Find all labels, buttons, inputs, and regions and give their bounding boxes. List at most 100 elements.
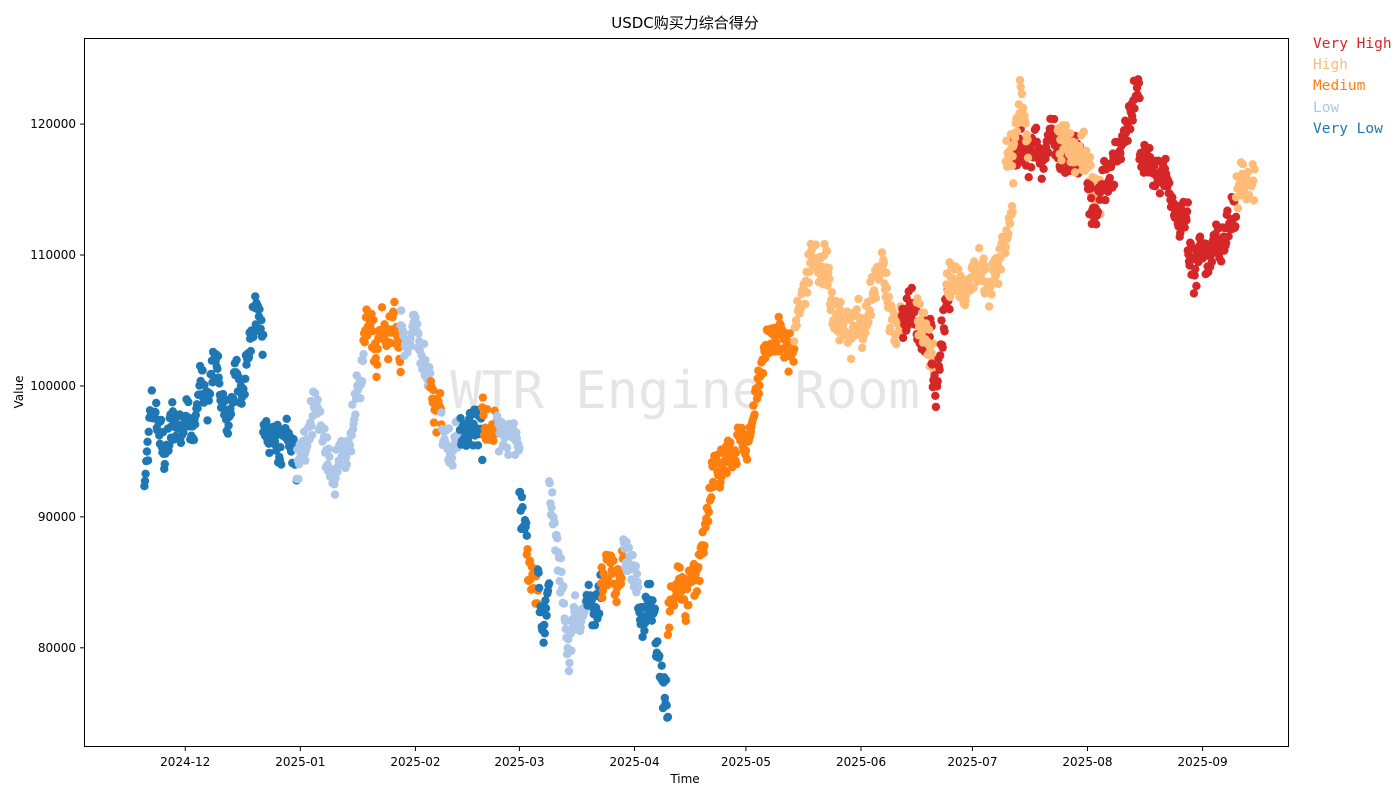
data-point bbox=[399, 328, 408, 337]
data-point bbox=[929, 339, 938, 348]
data-point bbox=[395, 357, 405, 367]
data-point bbox=[356, 394, 365, 403]
data-point bbox=[1061, 121, 1071, 130]
data-point bbox=[414, 329, 423, 338]
data-point bbox=[864, 318, 873, 327]
data-point bbox=[143, 437, 152, 446]
data-point bbox=[556, 554, 566, 563]
data-point bbox=[595, 609, 604, 618]
data-point bbox=[534, 568, 543, 577]
data-point bbox=[544, 579, 554, 588]
data-point bbox=[502, 443, 512, 452]
data-point bbox=[570, 591, 580, 600]
data-point bbox=[898, 333, 908, 343]
data-point bbox=[478, 393, 488, 402]
legend-label: Low bbox=[1313, 99, 1340, 116]
data-point bbox=[935, 365, 944, 374]
data-point bbox=[251, 292, 260, 301]
data-point bbox=[541, 604, 551, 613]
data-point bbox=[811, 240, 820, 249]
data-point bbox=[240, 390, 249, 399]
data-point bbox=[151, 408, 160, 417]
data-point bbox=[273, 420, 282, 430]
data-point bbox=[885, 323, 895, 332]
data-point bbox=[609, 556, 618, 565]
data-point bbox=[557, 567, 566, 577]
data-point bbox=[845, 315, 855, 324]
data-point bbox=[928, 360, 937, 369]
data-point bbox=[437, 408, 446, 417]
data-point bbox=[152, 398, 161, 408]
data-point bbox=[373, 344, 382, 354]
data-point bbox=[322, 433, 332, 442]
data-point bbox=[359, 350, 368, 359]
data-point bbox=[933, 377, 942, 386]
data-point bbox=[888, 306, 897, 315]
data-point bbox=[1087, 193, 1096, 203]
data-point bbox=[617, 573, 626, 583]
data-point bbox=[877, 248, 887, 257]
data-point bbox=[694, 562, 703, 572]
data-point bbox=[803, 288, 812, 297]
x-tick-label: 2024-12 bbox=[160, 755, 210, 769]
data-point bbox=[1079, 127, 1089, 136]
data-point bbox=[984, 302, 994, 311]
data-point bbox=[548, 488, 557, 497]
data-point bbox=[198, 366, 207, 375]
data-point bbox=[969, 283, 978, 293]
data-point bbox=[371, 354, 380, 363]
data-point bbox=[397, 306, 406, 315]
legend-item-very-high: Very High bbox=[1313, 34, 1392, 55]
scatter-points bbox=[140, 75, 1259, 722]
data-point bbox=[1190, 271, 1199, 280]
data-point bbox=[1037, 174, 1046, 183]
data-point bbox=[1123, 136, 1132, 145]
data-point bbox=[996, 265, 1006, 274]
chart-title: USDC购买力综合得分 bbox=[611, 14, 759, 32]
data-point bbox=[1024, 173, 1033, 182]
data-point bbox=[262, 417, 271, 426]
data-point bbox=[827, 288, 837, 297]
x-tick-label: 2025-09 bbox=[1178, 755, 1228, 769]
data-point bbox=[200, 380, 209, 390]
data-point bbox=[517, 492, 527, 502]
data-point bbox=[246, 346, 255, 356]
data-point bbox=[1016, 82, 1025, 92]
data-point bbox=[994, 279, 1003, 289]
data-point bbox=[1109, 180, 1119, 189]
data-point bbox=[584, 580, 593, 590]
data-point bbox=[224, 421, 233, 430]
data-point bbox=[277, 460, 286, 469]
data-point bbox=[540, 620, 549, 630]
data-point bbox=[1231, 212, 1241, 222]
data-point bbox=[1182, 207, 1192, 216]
data-point bbox=[836, 298, 845, 307]
data-point bbox=[682, 584, 692, 594]
data-point bbox=[189, 435, 199, 445]
data-point bbox=[1165, 178, 1174, 188]
data-point bbox=[1195, 232, 1205, 241]
data-point bbox=[731, 448, 741, 457]
data-point bbox=[824, 263, 833, 272]
data-point bbox=[1005, 219, 1015, 228]
data-point bbox=[695, 576, 704, 586]
data-point bbox=[518, 503, 527, 512]
data-point bbox=[882, 283, 892, 292]
series-group-medium bbox=[712, 323, 780, 492]
series-group-medium bbox=[359, 297, 405, 382]
data-point bbox=[707, 493, 716, 502]
data-point bbox=[1092, 220, 1101, 229]
data-point bbox=[790, 344, 799, 354]
data-point bbox=[858, 343, 867, 352]
y-axis: 80000 90000 100000 110000 120000 bbox=[30, 117, 85, 655]
data-point bbox=[1249, 176, 1258, 185]
series-group-low bbox=[544, 477, 591, 676]
data-point bbox=[421, 355, 430, 365]
data-point bbox=[547, 503, 556, 512]
data-point bbox=[429, 386, 438, 395]
data-point bbox=[1231, 222, 1240, 231]
series-group-very-high bbox=[1183, 192, 1241, 298]
data-point bbox=[147, 386, 156, 395]
data-point bbox=[204, 396, 213, 405]
x-tick-label: 2025-08 bbox=[1062, 755, 1112, 769]
